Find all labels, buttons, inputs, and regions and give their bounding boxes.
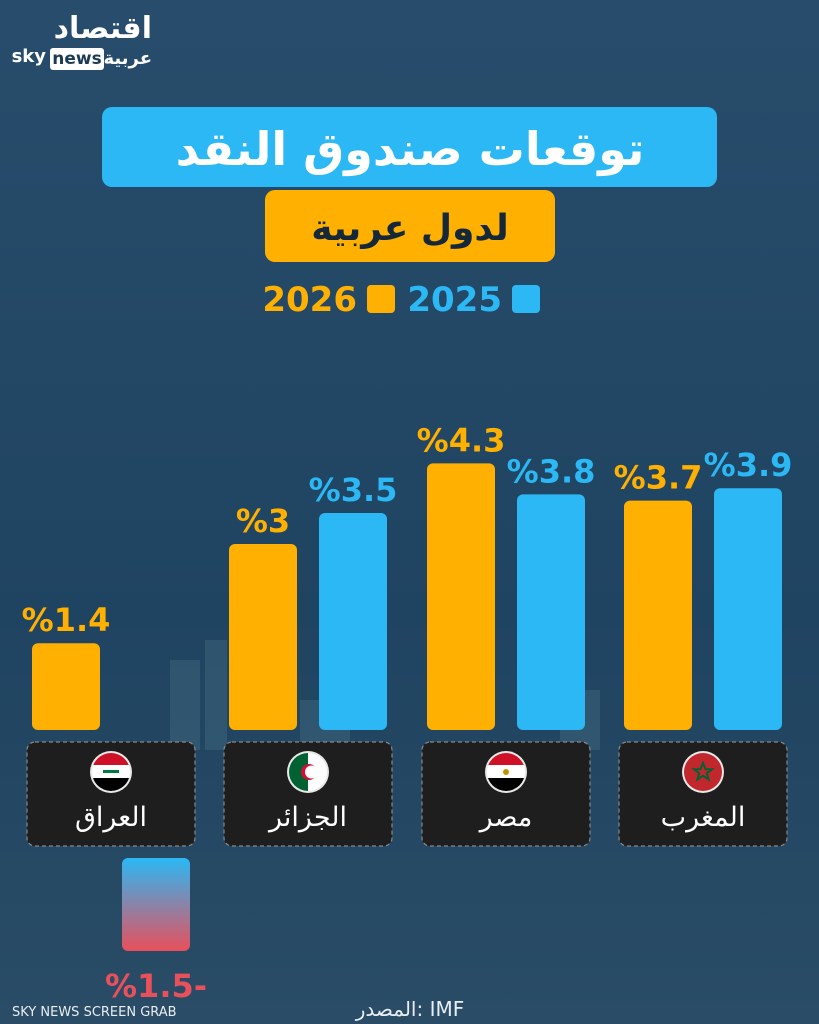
logo-news-box xyxy=(50,48,104,70)
value-label: %3.5 xyxy=(309,471,398,509)
chart-subtitle: لدول عربية xyxy=(311,208,509,249)
category-box xyxy=(26,741,196,847)
value-label: %1.4 xyxy=(22,601,111,639)
bar xyxy=(624,500,692,730)
legend-swatch xyxy=(367,285,395,313)
chart-title: توقعات صندوق النقد xyxy=(176,122,645,176)
title-box xyxy=(102,107,717,187)
category-label: العراق xyxy=(75,802,147,833)
legend-swatch xyxy=(512,285,540,313)
logo-arabic-sub: عربية xyxy=(103,48,152,69)
logo-news: news xyxy=(52,49,101,69)
category-box xyxy=(223,741,393,847)
flag-algeria xyxy=(287,751,329,793)
bar xyxy=(517,494,585,730)
source: المصدر: IMF xyxy=(355,997,464,1021)
plot: المغرب %3.9%3.7 مصر %3.8%4.3 الجزائر %3.5 %3 ال… xyxy=(22,421,793,1005)
value-label: %3.7 xyxy=(614,459,703,497)
bar xyxy=(319,513,387,730)
bar xyxy=(229,544,297,730)
bar xyxy=(32,643,100,730)
category-box xyxy=(421,741,591,847)
legend: 2025 2026 xyxy=(262,280,540,320)
bar xyxy=(122,858,190,951)
legend-label: 2025 xyxy=(407,280,502,320)
value-label: %3 xyxy=(236,502,290,540)
value-label: %4.3 xyxy=(417,421,506,459)
logo-arabic: اقتصاد xyxy=(54,11,152,46)
category-label: مصر xyxy=(478,802,533,833)
flag-iraq xyxy=(90,751,132,793)
subtitle-box xyxy=(265,190,555,262)
flag-egypt xyxy=(485,751,527,793)
value-label: %1.5- xyxy=(105,967,207,1005)
footer: SKY NEWS SCREEN GRAB xyxy=(12,1005,177,1020)
logo-sky: sky xyxy=(12,46,47,67)
category-box xyxy=(618,741,788,847)
category-label: الجزائر xyxy=(267,802,347,833)
legend-label: 2026 xyxy=(262,280,357,320)
value-label: %3.9 xyxy=(704,446,793,484)
bar xyxy=(714,488,782,730)
bar xyxy=(427,463,495,730)
flag-morocco xyxy=(682,751,724,793)
value-label: %3.8 xyxy=(507,452,596,490)
category-label: المغرب xyxy=(661,802,746,833)
